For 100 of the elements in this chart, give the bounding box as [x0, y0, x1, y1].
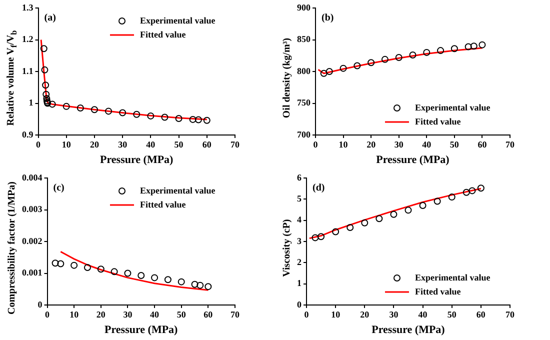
x-tick-label: 20: [96, 310, 106, 320]
point: [161, 114, 168, 121]
y-tick-label: 0.004: [22, 172, 43, 182]
point: [404, 206, 412, 214]
x-tick-label: 20: [360, 310, 370, 320]
x-tick-label: 70: [230, 310, 240, 320]
y-tick-label: 1.2: [22, 34, 34, 44]
x-tick-label: 30: [118, 140, 128, 150]
y-tick-label: 0: [38, 299, 43, 310]
point: [354, 62, 361, 70]
point: [203, 116, 210, 124]
point: [368, 59, 375, 66]
x-tick-label: 10: [62, 140, 72, 150]
point: [97, 266, 104, 273]
annotation: (c): [53, 182, 64, 194]
y-tick-label: 2: [297, 256, 302, 267]
x-tick-label: 10: [338, 140, 348, 150]
x-tick-label: 70: [506, 140, 515, 150]
annotation: (a): [44, 12, 56, 24]
x-tick-label: 0: [313, 140, 318, 150]
x-axis-title: Pressure (MPa): [372, 324, 446, 336]
point: [320, 70, 328, 77]
y-tick-label: 3: [297, 236, 302, 246]
point: [332, 228, 340, 236]
y-tick-label: 0.9: [22, 129, 34, 140]
x-tick-label: 10: [70, 310, 80, 320]
point: [312, 234, 319, 242]
point: [194, 116, 202, 124]
point: [340, 64, 347, 72]
x-tick-label: 40: [150, 310, 160, 320]
point: [448, 194, 456, 201]
point: [434, 198, 441, 205]
point: [450, 45, 458, 52]
point: [76, 104, 84, 112]
x-tick-label: 70: [230, 140, 240, 150]
x-axis-title: Pressure (MPa): [376, 154, 450, 166]
point: [470, 42, 478, 50]
point: [361, 219, 368, 226]
point: [90, 106, 98, 114]
legend-label: Experimental value: [415, 102, 490, 112]
point: [478, 41, 486, 48]
point: [419, 202, 426, 210]
point: [124, 270, 132, 277]
x-tick-label: 50: [176, 310, 186, 320]
point: [110, 268, 118, 276]
x-tick-label: 40: [422, 140, 432, 150]
point: [41, 66, 48, 74]
point: [376, 215, 383, 222]
point: [164, 276, 172, 284]
y-tick-label: 1: [297, 278, 302, 288]
x-tick-label: 20: [366, 140, 376, 150]
point: [52, 260, 59, 267]
point: [318, 233, 325, 240]
y-axis-title: Oil density (kg/m³): [282, 38, 292, 118]
x-tick-label: 60: [204, 310, 214, 320]
point: [437, 47, 444, 54]
point: [464, 43, 472, 50]
y-tick-label: 1: [28, 98, 34, 108]
legend-label: Fitted value: [415, 116, 461, 126]
y-tick-label: 0: [297, 299, 302, 310]
y-axis-title: Compressibility factor (1/MPa): [6, 182, 18, 314]
point: [119, 109, 126, 116]
y-tick-label: 750: [297, 98, 311, 108]
legend-label: Experimental value: [415, 272, 490, 282]
x-tick-label: 40: [418, 310, 428, 320]
y-tick-label: 900: [297, 2, 311, 12]
point: [138, 272, 145, 279]
y-tick-label: 850: [297, 34, 311, 44]
x-tick-label: 70: [506, 310, 515, 320]
point: [196, 282, 204, 289]
point: [477, 184, 484, 192]
point: [40, 45, 48, 52]
point: [43, 94, 50, 102]
point: [189, 116, 196, 123]
point: [178, 278, 185, 286]
x-tick-label: 60: [476, 310, 486, 320]
point: [390, 210, 398, 218]
y-tick-label: 5: [297, 193, 302, 204]
point: [70, 262, 78, 269]
point: [409, 51, 416, 58]
x-tick-label: 50: [447, 310, 457, 320]
point: [462, 188, 470, 196]
point: [191, 280, 198, 288]
y-tick-label: 6: [297, 172, 302, 182]
point: [395, 54, 402, 62]
x-axis-title: Pressure (MPa): [100, 154, 174, 166]
x-tick-label: 10: [331, 310, 341, 320]
y-tick-label: 1.1: [22, 66, 34, 76]
x-axis-title: Pressure (MPa): [104, 324, 178, 336]
annotation: (d): [312, 182, 325, 194]
point: [57, 260, 64, 268]
x-tick-label: 50: [450, 140, 460, 150]
point: [346, 224, 354, 232]
legend-label: Fitted value: [140, 29, 186, 40]
point: [423, 48, 430, 56]
x-tick-label: 40: [146, 140, 156, 150]
x-tick-label: 0: [45, 310, 50, 320]
point: [48, 100, 56, 108]
y-tick-label: 700: [297, 129, 311, 140]
point: [147, 112, 154, 120]
